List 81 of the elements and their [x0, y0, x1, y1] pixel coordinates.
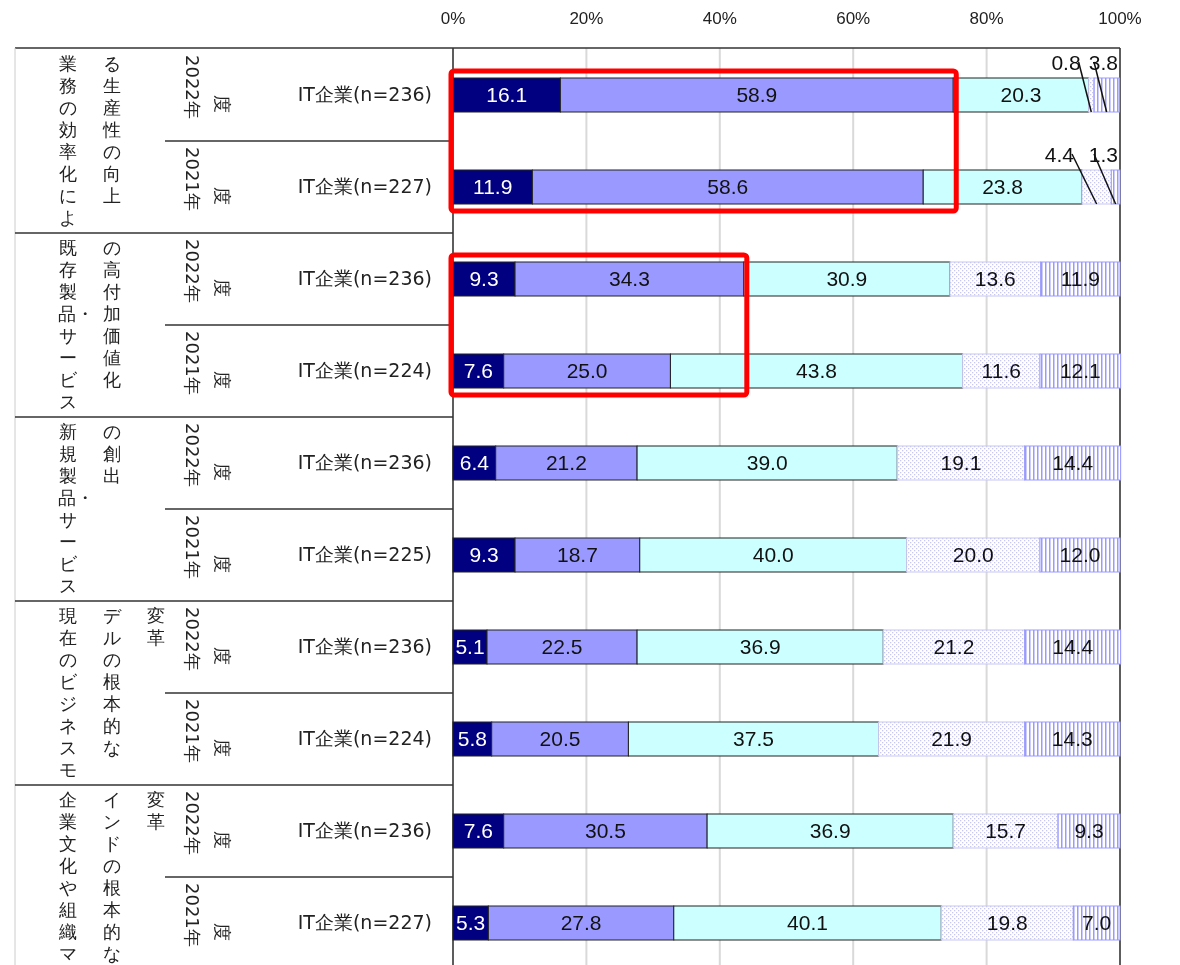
data-label: 14.3 [1051, 727, 1093, 750]
data-label: 11.9 [473, 175, 513, 198]
data-label: 0.8 [1051, 51, 1081, 74]
text: 2022年度 [182, 423, 233, 487]
data-label: 36.9 [809, 819, 851, 842]
data-label: 7.0 [1082, 911, 1112, 934]
data-label: 30.5 [584, 819, 626, 842]
y-tick-label: IT企業(n=227) [296, 910, 432, 935]
text: 2022年度 [182, 607, 233, 671]
data-label: 11.6 [981, 359, 1021, 382]
data-label: 12.0 [1059, 543, 1101, 566]
y-tick-label: IT企業(n=236) [296, 82, 432, 107]
data-label: 13.6 [974, 267, 1016, 290]
data-label: 58.9 [736, 83, 778, 106]
x-tick-label: 80% [969, 9, 1004, 28]
x-tick-label: 0% [440, 9, 466, 28]
y-tick-label: IT企業(n=225) [296, 542, 432, 567]
text: 既存製品・サービスの高付加価値化 [58, 237, 121, 412]
text: 2021年度 [182, 699, 233, 763]
text: 業務の効率化による生産性の向上 [59, 53, 121, 228]
data-label: 9.3 [469, 267, 499, 290]
data-label: 7.6 [463, 359, 493, 382]
data-label: 22.5 [541, 635, 583, 658]
data-label: 23.8 [982, 175, 1024, 198]
data-label: 11.9 [1060, 267, 1100, 290]
data-label: 43.8 [796, 359, 837, 382]
text: 2022年度 [182, 239, 233, 303]
text: 2022年度 [182, 791, 233, 855]
y-tick-label: IT企業(n=224) [296, 726, 432, 751]
data-label: 9.3 [469, 543, 499, 566]
data-label: 15.7 [985, 819, 1027, 842]
data-label: 27.8 [560, 911, 602, 934]
data-label: 40.1 [787, 911, 828, 934]
data-label: 1.3 [1088, 143, 1118, 166]
data-label: 25.0 [566, 359, 608, 382]
data-label: 14.4 [1052, 635, 1094, 658]
data-label: 21.2 [933, 635, 975, 658]
data-label: 12.1 [1059, 359, 1101, 382]
data-label: 21.2 [545, 451, 587, 474]
y-tick-label: IT企業(n=236) [296, 266, 432, 291]
data-label: 19.8 [986, 911, 1028, 934]
y-tick-label: IT企業(n=224) [296, 358, 432, 383]
data-label: 34.3 [608, 267, 650, 290]
text: 企業文化や組織マインドの根本的な変革 [59, 789, 165, 964]
data-label: 20.5 [539, 727, 581, 750]
data-label: 3.8 [1088, 51, 1118, 74]
x-tick-label: 100% [1098, 9, 1142, 28]
data-label: 20.3 [1000, 83, 1042, 106]
y-tick-label: IT企業(n=236) [296, 634, 432, 659]
data-label: 30.9 [826, 267, 868, 290]
text: 2021年度 [182, 515, 233, 579]
data-label: 39.0 [746, 451, 788, 474]
data-label: 14.4 [1052, 451, 1094, 474]
data-label: 37.5 [733, 727, 774, 750]
text: 現在のビジネスモデルの根本的な変革 [59, 605, 165, 780]
data-label: 58.6 [707, 175, 749, 198]
text: 新規製品・サービスの創出 [58, 421, 121, 596]
data-label: 40.0 [752, 543, 794, 566]
data-label: 18.7 [556, 543, 598, 566]
data-label: 5.8 [457, 727, 487, 750]
data-label: 36.9 [739, 635, 781, 658]
data-label: 9.3 [1074, 819, 1104, 842]
y-tick-label: IT企業(n=236) [296, 450, 432, 475]
data-label: 16.1 [486, 83, 528, 106]
text: 2021年度 [182, 331, 233, 395]
x-tick-label: 20% [569, 9, 604, 28]
x-tick-label: 60% [836, 9, 871, 28]
data-label: 7.6 [463, 819, 493, 842]
x-tick-label: 40% [702, 9, 737, 28]
data-label: 5.3 [456, 911, 486, 934]
y-tick-label: IT企業(n=236) [296, 818, 432, 843]
data-label: 19.1 [940, 451, 982, 474]
data-label: 4.4 [1044, 143, 1075, 166]
data-label: 5.1 [455, 635, 485, 658]
data-label: 6.4 [459, 451, 490, 474]
y-tick-label: IT企業(n=227) [296, 174, 432, 199]
text: 2022年度 [182, 55, 233, 119]
data-label: 21.9 [931, 727, 973, 750]
text: 2021年度 [182, 147, 233, 211]
text: 2021年度 [182, 883, 233, 947]
data-label: 20.0 [952, 543, 994, 566]
